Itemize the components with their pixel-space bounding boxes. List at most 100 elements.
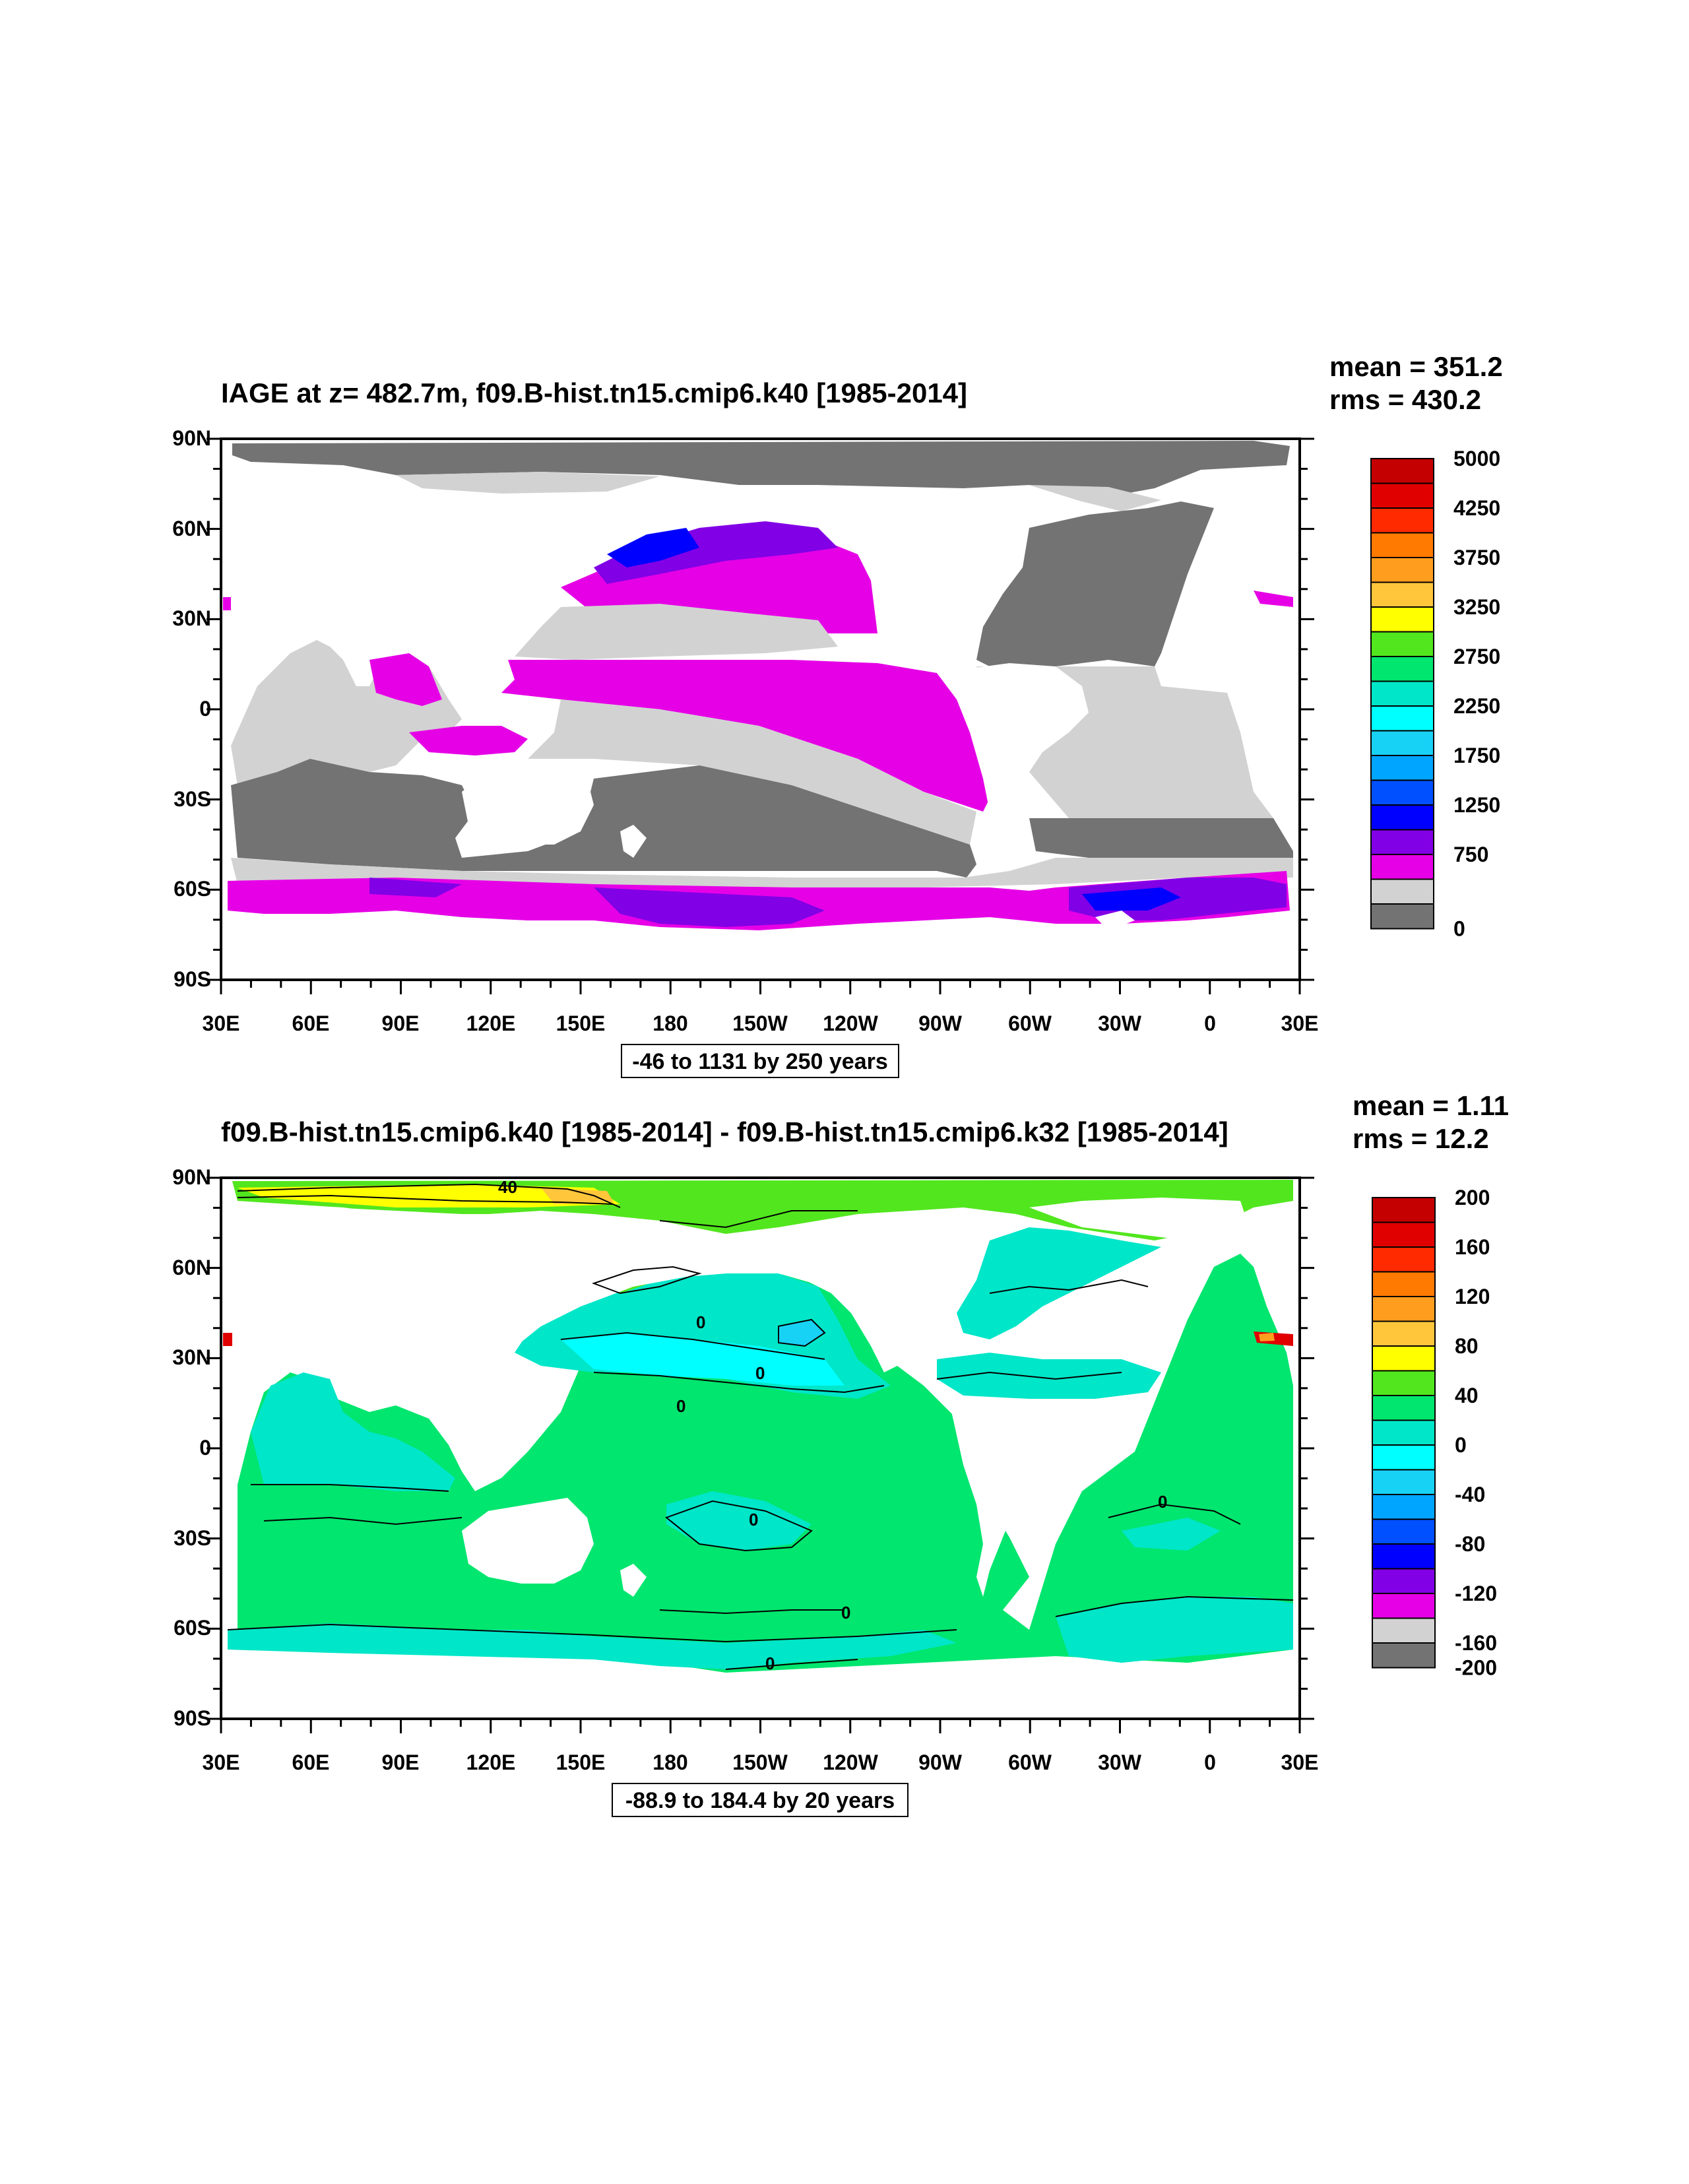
colorbar-box [1372,1444,1436,1471]
y-label-30s: 30S [174,787,211,811]
colorbar-box [1372,1296,1436,1322]
colorbar-label: -120 [1455,1582,1497,1605]
colorbar-label: 0 [1453,917,1465,941]
x-label-90e: 90E [382,1750,420,1774]
colorbar-box [1370,482,1434,509]
colorbar-label: 750 [1453,843,1488,866]
contour-label-0-wpac: 0 [676,1396,685,1416]
colorbar-box [1370,829,1434,855]
top-title: IAGE at z= 482.7m, f09.B-hist.tn15.cmip6… [221,377,967,408]
colorbar-box [1370,458,1434,484]
colorbar-label: 1250 [1453,793,1500,817]
contour-label-0-so2: 0 [765,1654,775,1673]
bottom-mean: mean = 1.11 [1353,1090,1509,1121]
colorbar-label: 4250 [1453,496,1500,520]
colorbar-label: -160 [1455,1631,1497,1655]
colorbar-box [1370,680,1434,707]
bottom-colorbar: 200 160 120 80 40 0 -40 -80 -120 -160-200 [1372,1186,1497,1680]
x-label-30w: 30W [1098,1750,1142,1774]
bottom-ticks [207,1176,1314,1733]
contour-label-0-eq: 0 [755,1363,765,1383]
colorbar-label: -80 [1455,1532,1485,1556]
top-mean: mean = 351.2 [1329,351,1503,382]
colorbar-label: -200 [1455,1656,1497,1680]
x-label-30e-end: 30E [1281,1012,1319,1035]
colorbar-label: -40 [1455,1483,1485,1506]
y-label-60s: 60S [174,1616,211,1640]
y-label-90s: 90S [174,1706,211,1730]
top-colorbar: 5000 4250 3750 3250 2750 2250 1750 1250 750 0 [1370,447,1500,941]
x-label-90w: 90W [918,1012,963,1035]
x-label-30e-end: 30E [1281,1750,1319,1774]
colorbar-box [1372,1419,1436,1446]
colorbar-box [1370,656,1434,682]
bottom-map: 40 0 0 0 0 0 0 0 [221,1178,1300,1719]
colorbar-box [1372,1469,1436,1495]
x-label-150e: 150E [556,1750,606,1774]
colorbar-label: 2750 [1453,645,1500,668]
colorbar-box [1372,1593,1436,1619]
bottom-panel: f09.B-hist.tn15.cmip6.k40 [1985-2014] - … [172,1090,1509,1817]
colorbar-label: 40 [1455,1384,1479,1407]
colorbar-box [1372,1617,1436,1644]
colorbar-box [1372,1543,1436,1570]
bottom-rms: rms = 12.2 [1353,1123,1489,1154]
x-label-150e: 150E [556,1012,606,1035]
contour-label-0-atl: 0 [1158,1492,1167,1512]
x-label-60w: 60W [1008,1750,1052,1774]
x-label-0: 0 [1204,1750,1216,1774]
top-land [462,663,1135,930]
x-label-180: 180 [653,1750,687,1774]
colorbar-box [1370,903,1434,930]
bottom-range-text: -88.9 to 184.4 by 20 years [625,1788,895,1813]
x-label-120w: 120W [823,1750,878,1774]
colorbar-label: 120 [1455,1285,1490,1308]
x-label-120w: 120W [823,1012,878,1035]
top-range-text: -46 to 1131 by 250 years [632,1049,888,1074]
contour-label-0-so1: 0 [841,1603,850,1622]
colorbar-box [1370,755,1434,781]
bottom-range-box [612,1783,908,1817]
colorbar-box [1370,631,1434,657]
x-label-30e: 30E [203,1750,240,1774]
top-ticks [207,437,1314,994]
colorbar-box [1372,1395,1436,1421]
top-rms: rms = 430.2 [1329,384,1481,415]
x-label-120e: 120E [466,1750,516,1774]
colorbar-box [1372,1246,1436,1273]
top-panel: IAGE at z= 482.7m, f09.B-hist.tn15.cmip6… [172,351,1503,1078]
colorbar-box [1372,1320,1436,1347]
x-label-150w: 150W [732,1012,788,1035]
colorbar-box [1372,1518,1436,1545]
contour-label-0-spac: 0 [749,1510,758,1529]
y-label-60s: 60S [174,877,211,901]
colorbar-box [1370,804,1434,831]
y-label-0: 0 [199,1436,211,1460]
colorbar-label: 80 [1455,1334,1479,1358]
top-range-box [621,1044,899,1078]
colorbar-label: 3250 [1453,595,1500,619]
bottom-contour-labels: 40 0 0 0 0 0 0 0 [498,1178,1167,1673]
colorbar-box [1372,1494,1436,1520]
colorbar-box [1370,854,1434,880]
colorbar-box [1372,1197,1436,1223]
x-label-90e: 90E [382,1012,420,1035]
x-label-60e: 60E [292,1750,330,1774]
y-label-30s: 30S [174,1526,211,1550]
bottom-contours [227,1183,1294,1670]
colorbar-label: 0 [1455,1433,1467,1457]
colorbar-box [1372,1221,1436,1248]
colorbar-label: 2250 [1453,694,1500,718]
x-label-60e: 60E [292,1012,330,1035]
colorbar-box [1372,1568,1436,1594]
colorbar-box [1370,730,1434,756]
x-label-0: 0 [1204,1012,1216,1035]
colorbar-box [1370,532,1434,558]
y-label-90n: 90N [172,1165,211,1189]
x-label-90w: 90W [918,1750,963,1774]
colorbar-label: 1750 [1453,744,1500,767]
bottom-y-labels: 90N 60N 30N 0 30S 60S 90S [172,1165,211,1730]
x-label-30e: 30E [203,1012,240,1035]
colorbar-label: 3750 [1453,546,1500,569]
